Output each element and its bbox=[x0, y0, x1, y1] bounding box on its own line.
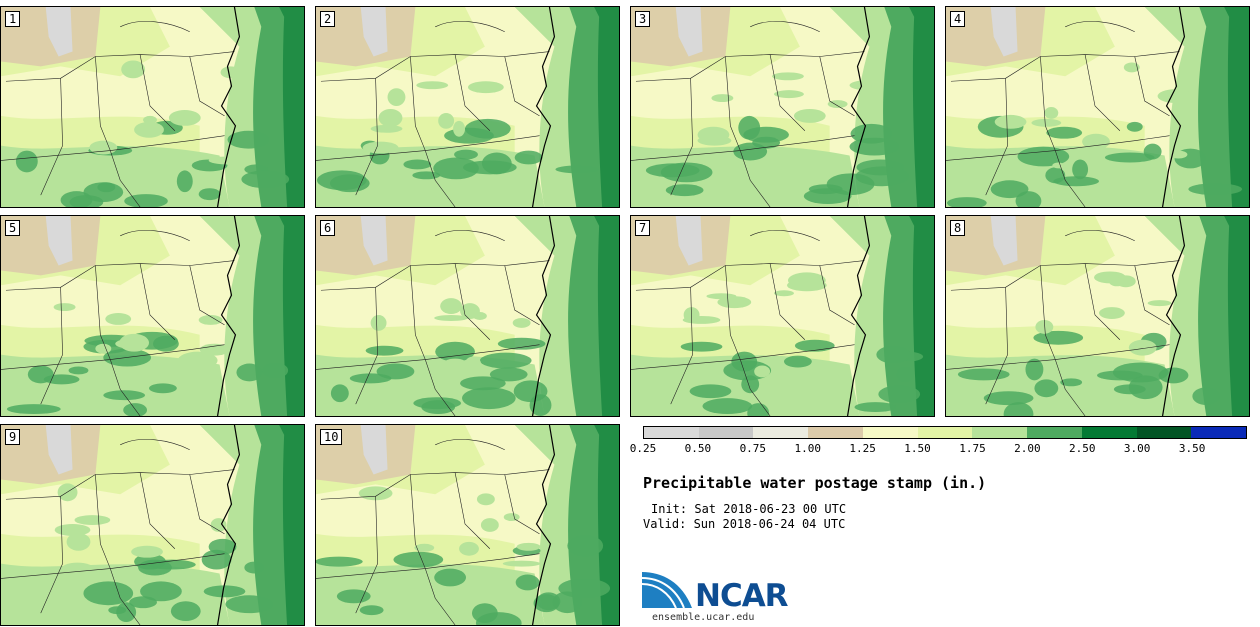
logo-url: ensemble.ucar.edu bbox=[652, 612, 755, 623]
legend-tick-label: 1.75 bbox=[959, 442, 986, 455]
legend-swatch bbox=[644, 427, 699, 438]
panel-number: 3 bbox=[635, 11, 651, 27]
legend-swatch bbox=[1191, 427, 1247, 438]
init-time: Init: Sat 2018-06-23 00 UTC bbox=[651, 502, 847, 516]
legend-swatch bbox=[1027, 427, 1082, 438]
map-panel-6: 6 bbox=[315, 215, 620, 417]
legend-tick-label: 0.25 bbox=[629, 442, 657, 455]
legend-swatch bbox=[808, 427, 863, 438]
legend-tick-label: 1.00 bbox=[794, 442, 821, 455]
ncar-logo: NCAR ensemble.ucar.edu bbox=[641, 570, 792, 626]
logo-wordmark: NCAR bbox=[695, 578, 789, 614]
map-title: Precipitable water postage stamp (in.) bbox=[643, 474, 987, 492]
legend-tick-label: 0.75 bbox=[739, 442, 767, 455]
map-panel-7: 7 bbox=[630, 215, 935, 417]
legend-tick-label: 0.50 bbox=[684, 442, 712, 455]
legend-swatch bbox=[917, 427, 973, 438]
map-panel-4: 4 bbox=[945, 6, 1250, 208]
legend-swatch bbox=[698, 427, 754, 438]
legend-swatch bbox=[753, 427, 809, 438]
legend-tick-label: 3.00 bbox=[1123, 442, 1151, 455]
legend-color-bar bbox=[643, 426, 1247, 439]
legend-swatch bbox=[1136, 427, 1192, 438]
legend-swatch bbox=[1081, 427, 1137, 438]
panel-number: 9 bbox=[5, 429, 21, 445]
legend-swatch bbox=[862, 427, 918, 438]
panel-number: 4 bbox=[950, 11, 966, 27]
panel-number: 1 bbox=[5, 11, 21, 27]
legend-tick-label: 1.50 bbox=[904, 442, 931, 455]
legend-swatch bbox=[972, 427, 1028, 438]
valid-time: Valid: Sun 2018-06-24 04 UTC bbox=[643, 517, 846, 531]
legend-tick-labels: 0.25 0.50 0.75 1.00 1.25 1.50 1.75 2.00 2.50 3.00… bbox=[630, 439, 1250, 455]
map-panel-9: 9 bbox=[0, 424, 305, 626]
panel-number: 8 bbox=[950, 220, 966, 236]
map-panel-5: 5 bbox=[0, 215, 305, 417]
legend-tick-label: 3.50 bbox=[1178, 442, 1206, 455]
panel-number: 7 bbox=[635, 220, 651, 236]
color-legend: 0.25 0.50 0.75 1.00 1.25 1.50 1.75 2.00 2.50 3.00… bbox=[630, 426, 1250, 455]
map-panel-3: 3 bbox=[630, 6, 935, 208]
map-panel-1: 1 bbox=[0, 6, 305, 208]
panel-number: 10 bbox=[320, 429, 343, 445]
legend-tick-label: 2.50 bbox=[1069, 442, 1096, 455]
panel-number: 2 bbox=[320, 11, 336, 27]
map-panel-10: 10 bbox=[315, 424, 620, 626]
panel-number: 5 bbox=[5, 220, 21, 236]
ncar-swoosh-icon bbox=[641, 572, 692, 609]
panel-number: 6 bbox=[320, 220, 336, 236]
map-panel-8: 8 bbox=[945, 215, 1250, 417]
legend-tick-label: 2.00 bbox=[1014, 442, 1041, 455]
map-panel-2: 2 bbox=[315, 6, 620, 208]
legend-tick-label: 1.25 bbox=[849, 442, 876, 455]
